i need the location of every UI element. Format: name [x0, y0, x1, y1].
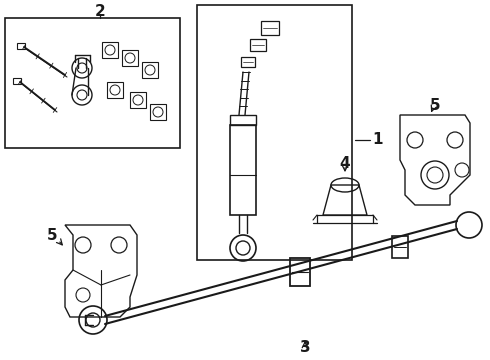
Bar [241, 57, 255, 67]
Bar [107, 82, 123, 98]
Text: 5: 5 [47, 228, 57, 243]
Bar [13, 78, 21, 84]
Bar [142, 62, 158, 78]
Text: 5: 5 [430, 99, 441, 113]
Bar [392, 236, 408, 258]
Bar [290, 258, 310, 286]
Bar [230, 125, 256, 215]
Text: 4: 4 [340, 156, 350, 171]
Bar [261, 21, 279, 35]
Bar [250, 39, 266, 51]
Bar [122, 50, 138, 66]
Bar [17, 43, 25, 49]
Bar [102, 42, 118, 58]
Text: 1: 1 [373, 132, 383, 148]
Bar [150, 104, 166, 120]
Bar [5, 18, 180, 148]
Bar [130, 92, 146, 108]
Bar [197, 5, 352, 260]
Text: 2: 2 [95, 4, 105, 18]
Text: 3: 3 [300, 341, 310, 356]
Bar [230, 115, 256, 125]
